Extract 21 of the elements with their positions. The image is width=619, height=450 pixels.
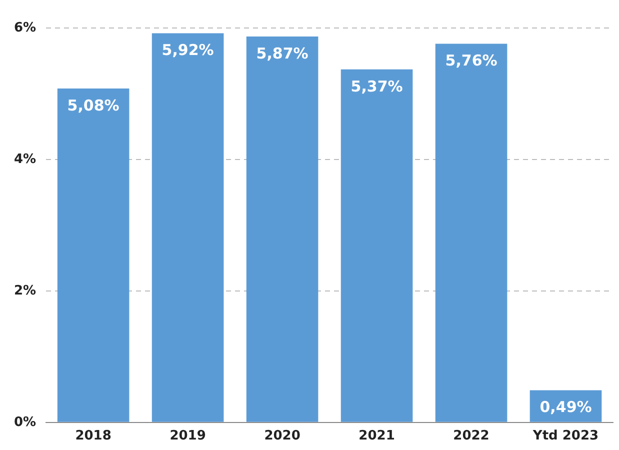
x-tick-label: 2020 [264, 428, 300, 444]
text: 5,87% [256, 44, 308, 62]
bar [152, 33, 224, 422]
text: 0,49% [540, 398, 592, 416]
x-tick-label: 2018 [75, 428, 112, 444]
y-tick-label: 6% [14, 20, 36, 36]
text: 5,92% [162, 41, 214, 60]
y-tick-label: 2% [14, 283, 36, 298]
text: 5,08% [67, 96, 120, 114]
y-tick-label: 0% [14, 414, 36, 430]
bar [340, 69, 413, 422]
y-tick-label: 4% [14, 152, 36, 167]
x-tick-label: 2019 [170, 428, 206, 444]
text: 5,76% [445, 52, 498, 70]
x-tick-label: 2022 [453, 428, 490, 444]
text: 5,37% [350, 77, 403, 96]
bar [435, 44, 508, 422]
x-tick-label: Ytd 2023 [532, 428, 599, 444]
x-tick-label: 2021 [358, 428, 395, 444]
bar [246, 36, 318, 422]
bar [57, 88, 130, 422]
